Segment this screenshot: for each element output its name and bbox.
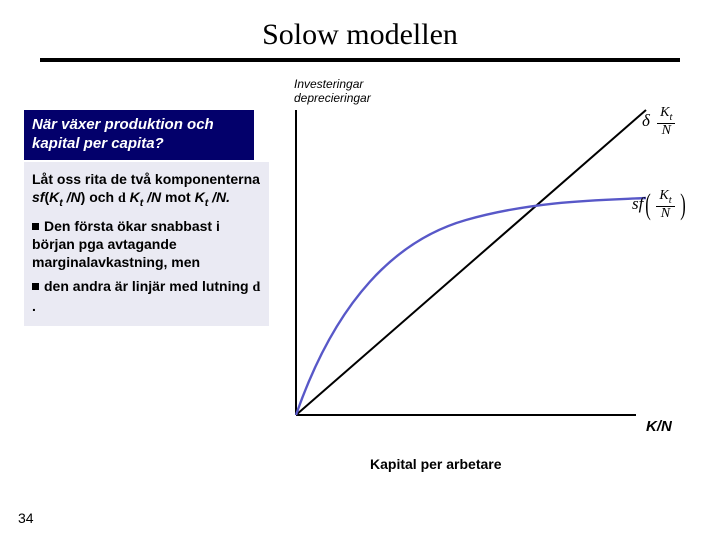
- sns: t: [669, 195, 672, 206]
- b2-delta: d: [252, 280, 260, 295]
- subtitle-text: När växer produktion och kapital per cap…: [32, 116, 214, 152]
- x-axis-end-label: K/N: [646, 418, 672, 435]
- dns: t: [670, 112, 673, 123]
- sf-frac: Kt N: [656, 189, 674, 222]
- subtitle-box: När växer produktion och kapital per cap…: [24, 110, 254, 160]
- x-axis-label: Kapital per arbetare: [370, 456, 502, 472]
- chart-area: [286, 100, 681, 430]
- kt2: K: [126, 189, 140, 205]
- delta-equation: δ Kt N: [642, 106, 678, 139]
- bullet-1: Den första ökar snabbast i början pga av…: [32, 217, 261, 272]
- kt: K: [49, 189, 59, 205]
- sf-symbol: sf: [632, 194, 643, 213]
- b2-pre: den andra är linjär med lutning: [44, 278, 252, 294]
- sf-den: N: [656, 207, 674, 222]
- bullet-2: den andra är linjär med lutning d .: [32, 277, 261, 315]
- body-intro: Låt oss rita de två komponenterna sf(Kt …: [32, 170, 261, 211]
- slashN2: /N: [143, 189, 161, 205]
- mid2: mot: [161, 189, 194, 205]
- bullet-icon: [32, 283, 39, 290]
- sf-num: Kt: [656, 189, 674, 207]
- page-title: Solow modellen: [0, 0, 720, 58]
- sf: sf: [32, 189, 44, 205]
- chart-svg: [286, 100, 681, 430]
- page-number: 34: [18, 510, 34, 526]
- y-axis-line1: Investeringar: [294, 77, 363, 91]
- delta-den: N: [657, 124, 675, 139]
- sn: K: [659, 188, 668, 203]
- dn: K: [660, 105, 669, 120]
- bullet-icon: [32, 223, 39, 230]
- mid: och: [85, 189, 118, 205]
- title-rule: [40, 58, 680, 62]
- kt3: K: [195, 189, 205, 205]
- delta-symbol: δ: [642, 111, 650, 130]
- delta1: d: [118, 191, 126, 206]
- sf-equation: sf( Kt N ): [632, 188, 688, 222]
- b1-text: Den första ökar snabbast i början pga av…: [32, 218, 220, 270]
- slashN: /N: [63, 189, 81, 205]
- b2-post: .: [32, 298, 36, 314]
- delta-frac: Kt N: [657, 106, 675, 139]
- delta-num: Kt: [657, 106, 675, 124]
- rparen-icon: ): [680, 188, 686, 222]
- intro-pre: Låt oss rita de två komponenterna: [32, 171, 260, 187]
- body-box: Låt oss rita de två komponenterna sf(Kt …: [24, 162, 269, 326]
- lparen-icon: (: [646, 188, 652, 222]
- slashN3: /N.: [208, 189, 230, 205]
